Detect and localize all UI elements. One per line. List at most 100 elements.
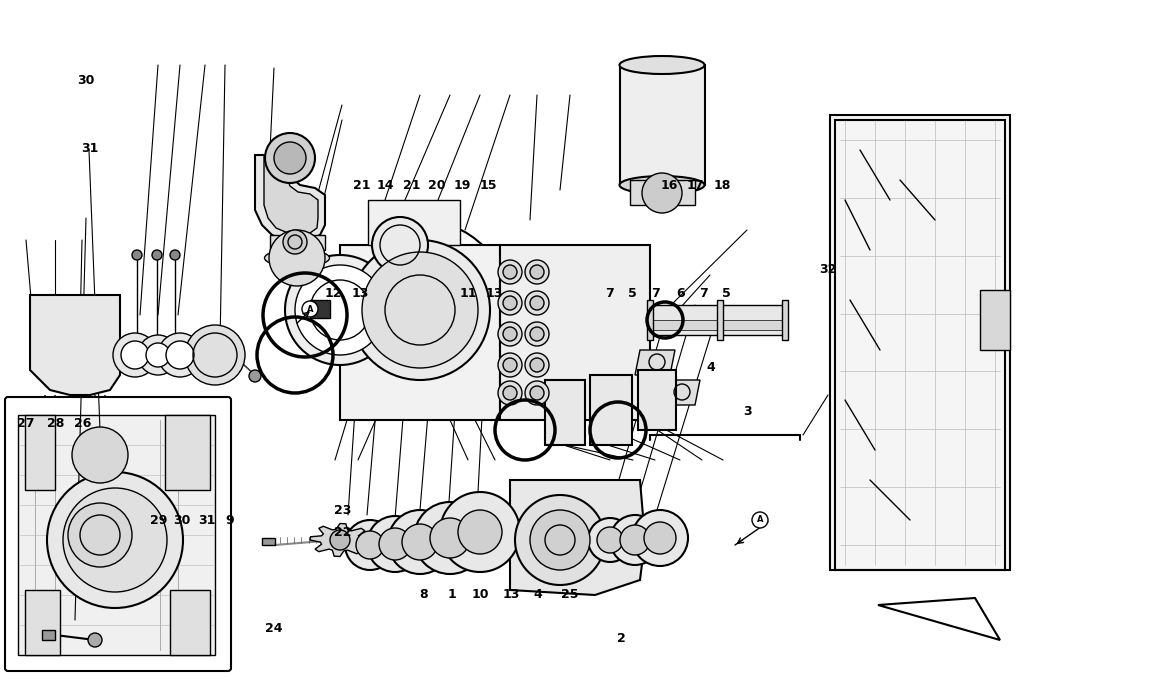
Circle shape (68, 503, 132, 567)
Polygon shape (500, 245, 650, 420)
Circle shape (498, 381, 522, 405)
Polygon shape (877, 598, 1000, 640)
Text: 13: 13 (503, 587, 521, 601)
Ellipse shape (620, 56, 705, 74)
Text: 6: 6 (676, 287, 685, 301)
Bar (620, 65, 705, 185)
Circle shape (503, 358, 518, 372)
Bar (630, 180, 695, 205)
Bar (43, 630, 55, 640)
Text: 22: 22 (334, 526, 352, 540)
Circle shape (414, 502, 486, 574)
Text: 7: 7 (699, 287, 708, 301)
Circle shape (330, 530, 350, 550)
Circle shape (503, 327, 518, 341)
Polygon shape (310, 523, 370, 557)
Bar (638, 370, 676, 430)
Circle shape (530, 296, 544, 310)
Circle shape (388, 510, 452, 574)
Text: 18: 18 (713, 179, 731, 193)
Circle shape (269, 230, 325, 286)
Text: 23: 23 (334, 504, 352, 518)
Bar (262, 538, 275, 545)
Circle shape (620, 525, 650, 555)
Circle shape (283, 230, 307, 254)
Text: 21: 21 (402, 179, 421, 193)
Circle shape (430, 518, 470, 558)
Text: 32: 32 (819, 263, 837, 277)
Circle shape (526, 291, 549, 315)
Text: 4: 4 (534, 587, 543, 601)
Polygon shape (270, 235, 325, 250)
Text: 26: 26 (74, 417, 92, 430)
Circle shape (752, 512, 768, 528)
Text: 10: 10 (472, 587, 490, 601)
Text: 8: 8 (419, 587, 428, 601)
Text: 30: 30 (77, 74, 95, 87)
Circle shape (515, 495, 605, 585)
Text: 5: 5 (628, 287, 637, 301)
Circle shape (632, 510, 688, 566)
Text: 4: 4 (706, 361, 715, 374)
Circle shape (610, 515, 660, 565)
Polygon shape (30, 295, 120, 395)
Text: 24: 24 (264, 622, 283, 635)
FancyBboxPatch shape (5, 397, 231, 671)
Circle shape (503, 296, 518, 310)
Polygon shape (509, 480, 645, 595)
Bar (980, 290, 1010, 350)
Circle shape (47, 472, 183, 608)
Polygon shape (635, 350, 675, 375)
Text: 1: 1 (447, 587, 457, 601)
Bar (545, 380, 585, 445)
Text: 21: 21 (353, 179, 371, 193)
Bar (647, 300, 653, 340)
Polygon shape (25, 590, 60, 655)
Circle shape (362, 252, 478, 368)
Text: 29: 29 (150, 514, 168, 527)
Text: 28: 28 (46, 417, 64, 430)
Circle shape (113, 333, 158, 377)
Circle shape (185, 325, 245, 385)
Text: 30: 30 (172, 514, 191, 527)
Circle shape (356, 531, 384, 559)
Circle shape (166, 341, 194, 369)
Polygon shape (18, 415, 215, 655)
Text: A: A (307, 305, 313, 313)
Circle shape (138, 335, 178, 375)
Text: 17: 17 (687, 179, 705, 193)
Circle shape (498, 260, 522, 284)
Circle shape (89, 633, 102, 647)
Circle shape (63, 488, 167, 592)
Polygon shape (310, 300, 330, 318)
Bar (650, 320, 785, 330)
Bar (590, 375, 633, 445)
Circle shape (530, 327, 544, 341)
Text: A: A (757, 516, 764, 525)
Text: 13: 13 (351, 287, 369, 301)
Text: 15: 15 (480, 179, 498, 193)
Text: 20: 20 (428, 179, 446, 193)
Bar (650, 305, 785, 335)
Bar (782, 300, 788, 340)
Circle shape (345, 520, 394, 570)
Text: 13: 13 (485, 287, 504, 301)
Circle shape (503, 265, 518, 279)
Bar (835, 120, 1005, 570)
Circle shape (380, 528, 411, 560)
Circle shape (526, 322, 549, 346)
Circle shape (250, 370, 261, 382)
Circle shape (402, 524, 438, 560)
Circle shape (296, 265, 385, 355)
Circle shape (530, 510, 590, 570)
Circle shape (498, 291, 522, 315)
Circle shape (132, 250, 141, 260)
Circle shape (530, 386, 544, 400)
Text: 3: 3 (743, 404, 752, 418)
Circle shape (644, 522, 676, 554)
Circle shape (597, 527, 623, 553)
Ellipse shape (264, 249, 330, 267)
Polygon shape (830, 115, 1010, 570)
Text: 5: 5 (722, 287, 731, 301)
Circle shape (121, 341, 150, 369)
